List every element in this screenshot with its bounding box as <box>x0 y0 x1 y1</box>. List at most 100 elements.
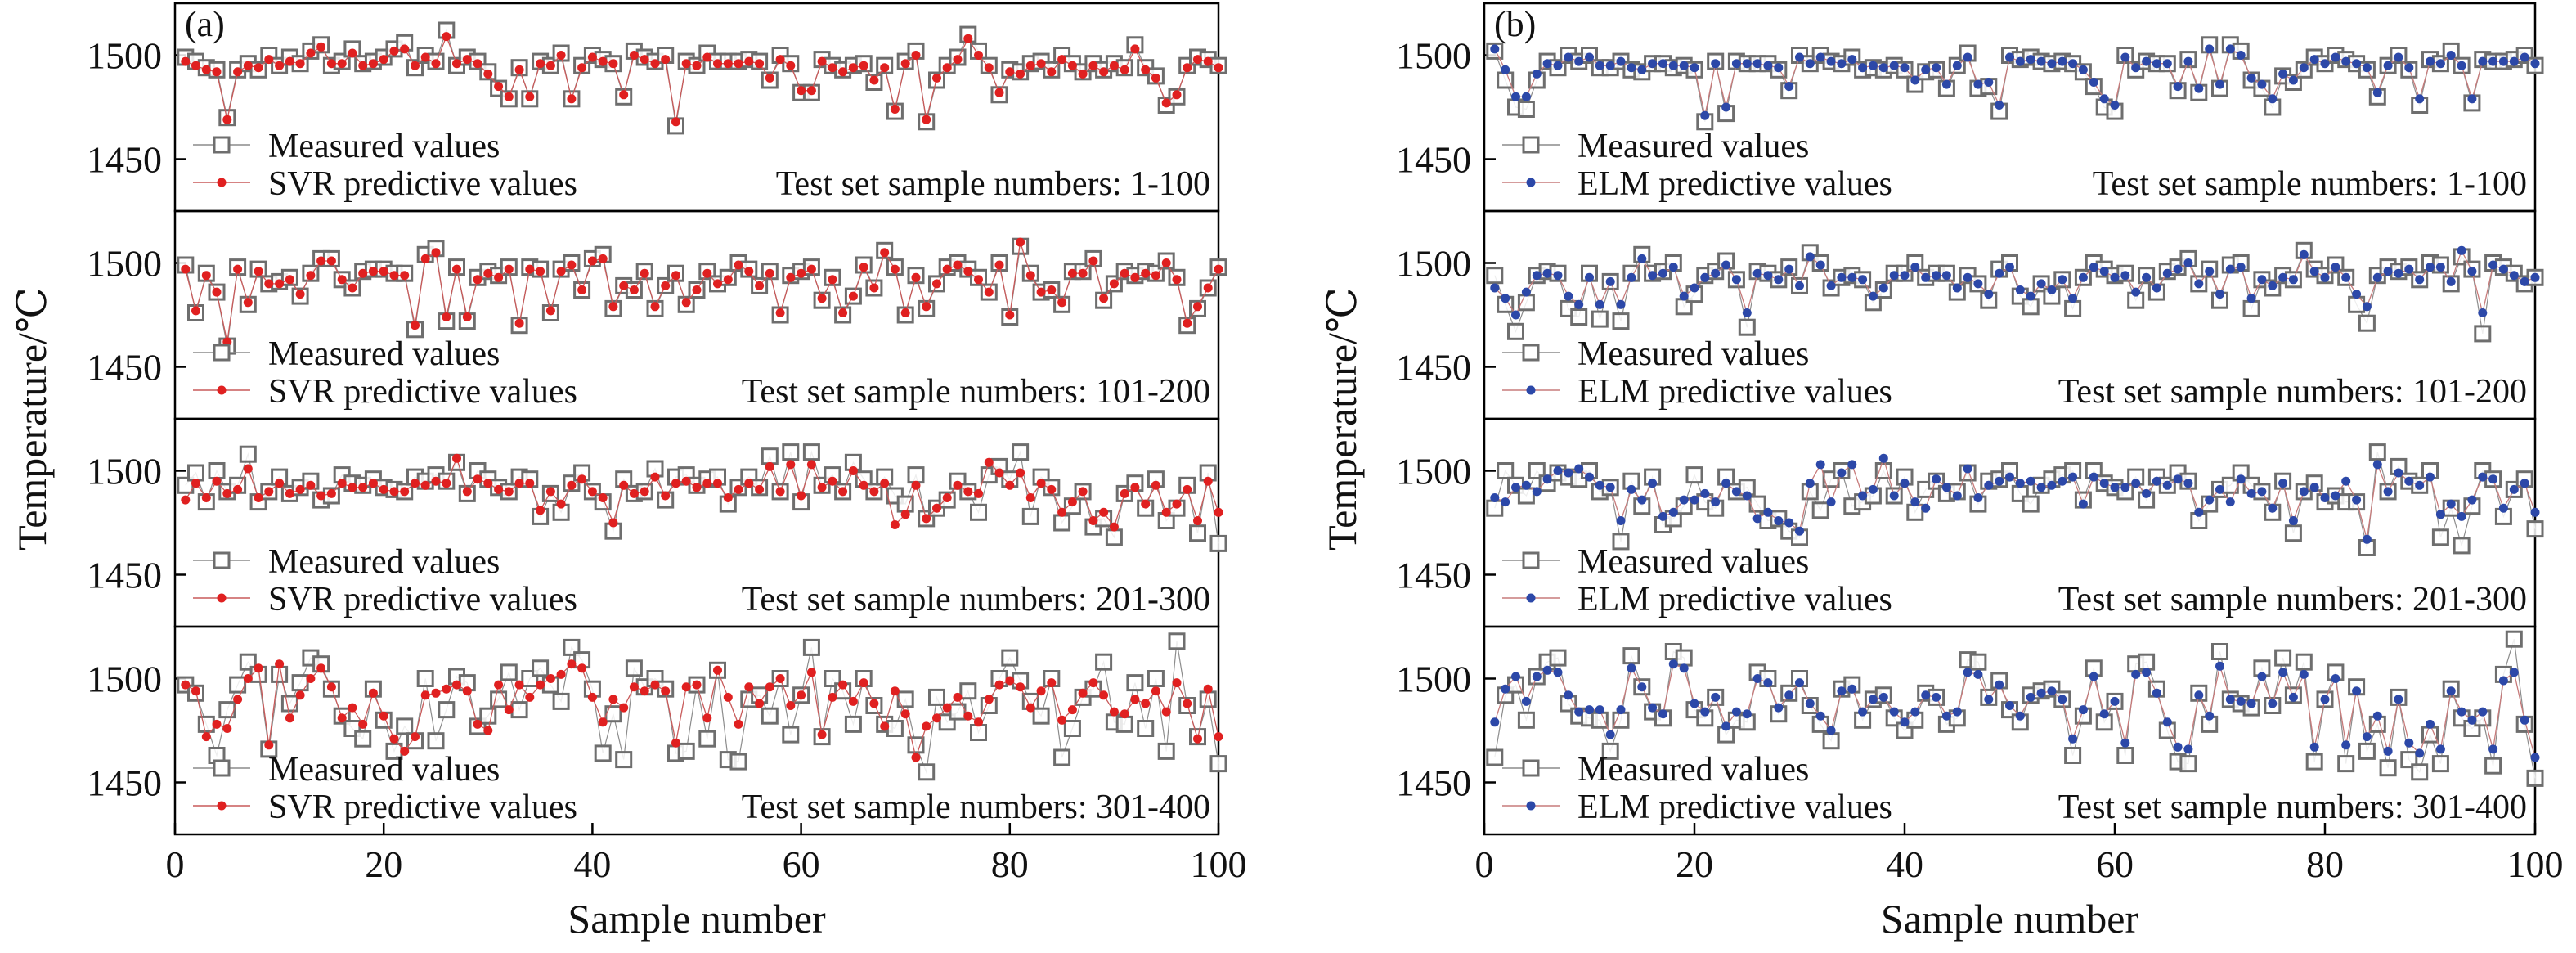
predicted-point <box>1490 717 1500 727</box>
predicted-point <box>786 460 796 470</box>
predicted-point <box>1099 67 1109 77</box>
predicted-point <box>2089 672 2098 681</box>
predicted-point <box>368 688 378 698</box>
measured-point <box>844 715 862 733</box>
x-tick-label: 60 <box>783 843 820 885</box>
predicted-point <box>1047 484 1057 494</box>
predicted-point <box>1941 483 1951 492</box>
predicted-point <box>2498 264 2508 274</box>
measured-point <box>928 688 945 706</box>
measured-point <box>1053 748 1071 766</box>
predicted-point <box>1057 715 1067 725</box>
predicted-point <box>1921 690 1931 700</box>
predicted-point <box>201 271 211 281</box>
legend-measured-marker <box>1522 759 1540 777</box>
predicted-point <box>2257 672 2267 681</box>
legend-measured-label: Measured values <box>268 128 500 165</box>
predicted-point <box>629 488 639 498</box>
measured-point <box>1612 533 1630 551</box>
predicted-point <box>2320 493 2330 502</box>
predicted-point <box>1036 287 1046 297</box>
predicted-point <box>692 680 702 690</box>
legend-measured-marker <box>213 136 231 154</box>
predicted-point <box>1099 507 1109 517</box>
predicted-point <box>806 86 816 96</box>
predicted-point <box>1214 264 1223 274</box>
predicted-point <box>285 56 294 66</box>
predicted-point <box>1553 466 1563 475</box>
predicted-point <box>1742 491 1752 501</box>
predicted-point <box>254 267 263 276</box>
x-tick-label: 80 <box>2306 843 2344 885</box>
predicted-point <box>900 308 910 317</box>
predicted-point <box>212 476 222 486</box>
predicted-point <box>2005 52 2014 62</box>
predicted-point <box>233 264 243 274</box>
predicted-point <box>1025 493 1035 502</box>
predicted-point <box>2362 63 2372 73</box>
predicted-point <box>2162 59 2172 69</box>
predicted-point <box>411 321 420 330</box>
x-tick-label: 20 <box>1676 843 1713 885</box>
measured-point <box>1209 534 1227 552</box>
predicted-point <box>1193 55 1202 65</box>
predicted-point <box>264 279 274 289</box>
predicted-point <box>1151 480 1160 490</box>
predicted-point <box>2026 692 2035 702</box>
predicted-point <box>775 487 785 497</box>
predicted-point <box>1826 726 1836 735</box>
predicted-point <box>1067 268 1077 278</box>
measured-point <box>959 682 977 700</box>
predicted-point <box>1605 483 1615 492</box>
predicted-point <box>953 692 963 702</box>
predicted-point <box>1025 703 1035 713</box>
predicted-point <box>201 732 211 742</box>
predicted-point <box>640 268 649 278</box>
predicted-point <box>744 56 754 66</box>
measured-point <box>1497 71 1515 89</box>
predicted-point <box>2183 56 2193 66</box>
predicted-point <box>1690 699 1699 708</box>
predicted-point <box>2068 294 2078 303</box>
predicted-point <box>1005 67 1015 77</box>
predicted-point <box>2205 495 2215 505</box>
legend-measured-label: Measured values <box>268 751 500 789</box>
predicted-point <box>1047 67 1057 77</box>
predicted-point <box>1910 497 1920 507</box>
predicted-point <box>608 518 618 528</box>
legend-predicted-marker <box>1526 593 1536 603</box>
predicted-point <box>504 487 514 497</box>
predicted-point <box>431 476 441 486</box>
predicted-point <box>587 692 597 702</box>
predicted-point <box>942 264 952 274</box>
predicted-point <box>1532 672 1542 681</box>
predicted-point <box>713 479 722 488</box>
predicted-point <box>911 753 921 762</box>
predicted-point <box>420 254 430 263</box>
predicted-point <box>2005 472 2014 482</box>
predicted-point <box>2131 287 2141 297</box>
predicted-point <box>2131 669 2141 679</box>
measured-point <box>280 695 298 713</box>
predicted-point <box>848 63 858 73</box>
measured-point <box>1622 647 1640 665</box>
predicted-point <box>2435 510 2445 519</box>
y-tick-label: 1450 <box>1396 555 1471 596</box>
predicted-point <box>1700 707 1710 717</box>
predicted-point <box>1214 732 1223 742</box>
predicted-point <box>1501 65 1510 74</box>
predicted-point <box>326 488 336 498</box>
predicted-point <box>411 732 420 742</box>
predicted-point <box>306 480 316 490</box>
predicted-point <box>1941 271 1951 281</box>
predicted-point <box>1595 61 1604 70</box>
predicted-point <box>1858 275 1868 285</box>
predicted-point <box>2288 275 2298 285</box>
predicted-point <box>494 82 504 92</box>
predicted-point <box>1067 61 1077 70</box>
predicted-point <box>1078 69 1088 79</box>
subplot-range-label: Test set sample numbers: 101-200 <box>2058 373 2527 411</box>
predicted-point <box>2015 711 2025 721</box>
